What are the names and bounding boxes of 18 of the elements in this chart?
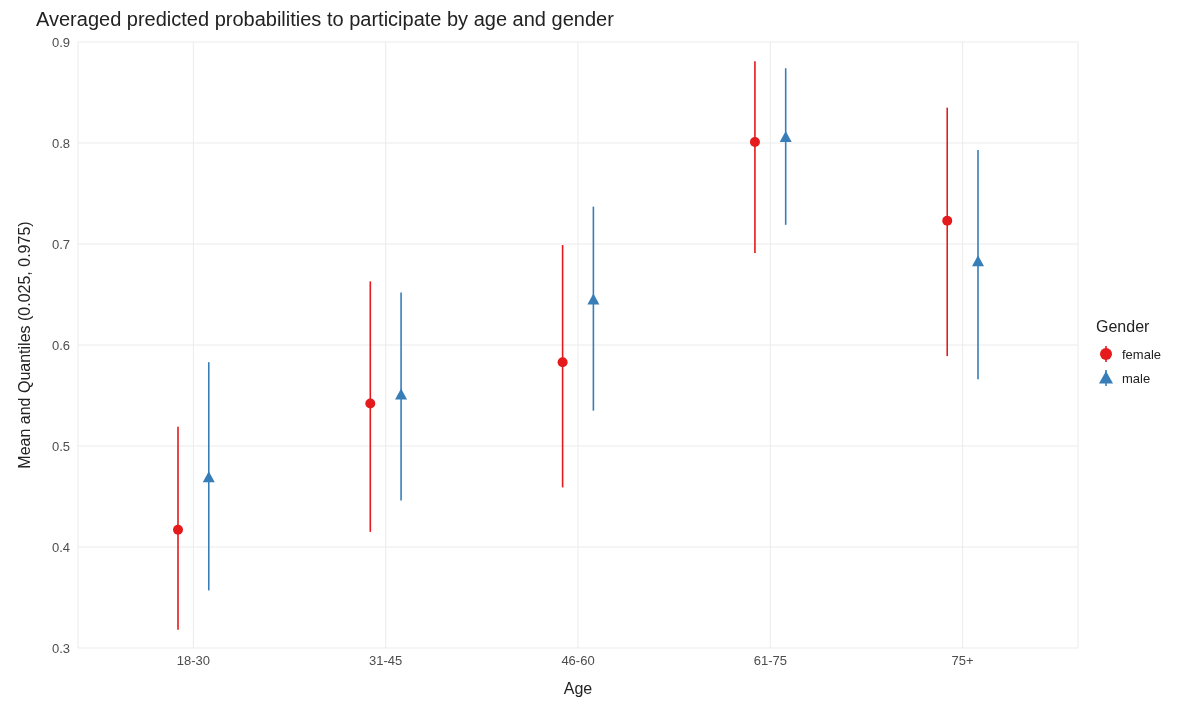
legend-label: female — [1122, 346, 1162, 362]
y-tick-label: 0.6 — [51, 337, 70, 353]
y-tick-label: 0.3 — [51, 640, 70, 656]
y-tick-label: 0.9 — [51, 34, 70, 50]
x-tick-label: 61-75 — [753, 653, 787, 669]
legend-label: male — [1122, 370, 1151, 386]
chart-title: Averaged predicted probabilities to participate by age and gender — [36, 8, 614, 31]
x-tick-label: 75+ — [951, 653, 974, 669]
y-tick-label: 0.7 — [51, 236, 70, 252]
x-axis-title: Age — [563, 680, 593, 697]
y-tick-label: 0.4 — [51, 539, 70, 555]
y-axis-title: Mean and Quantiles (0.025, 0.975) — [15, 221, 33, 469]
legend-title: Gender — [1096, 318, 1151, 336]
y-tick-label: 0.5 — [51, 438, 70, 454]
x-tick-label: 46-60 — [561, 653, 595, 669]
y-tick-label: 0.8 — [51, 135, 70, 151]
x-tick-label: 18-30 — [176, 653, 211, 669]
x-tick-label: 31-45 — [369, 653, 403, 669]
